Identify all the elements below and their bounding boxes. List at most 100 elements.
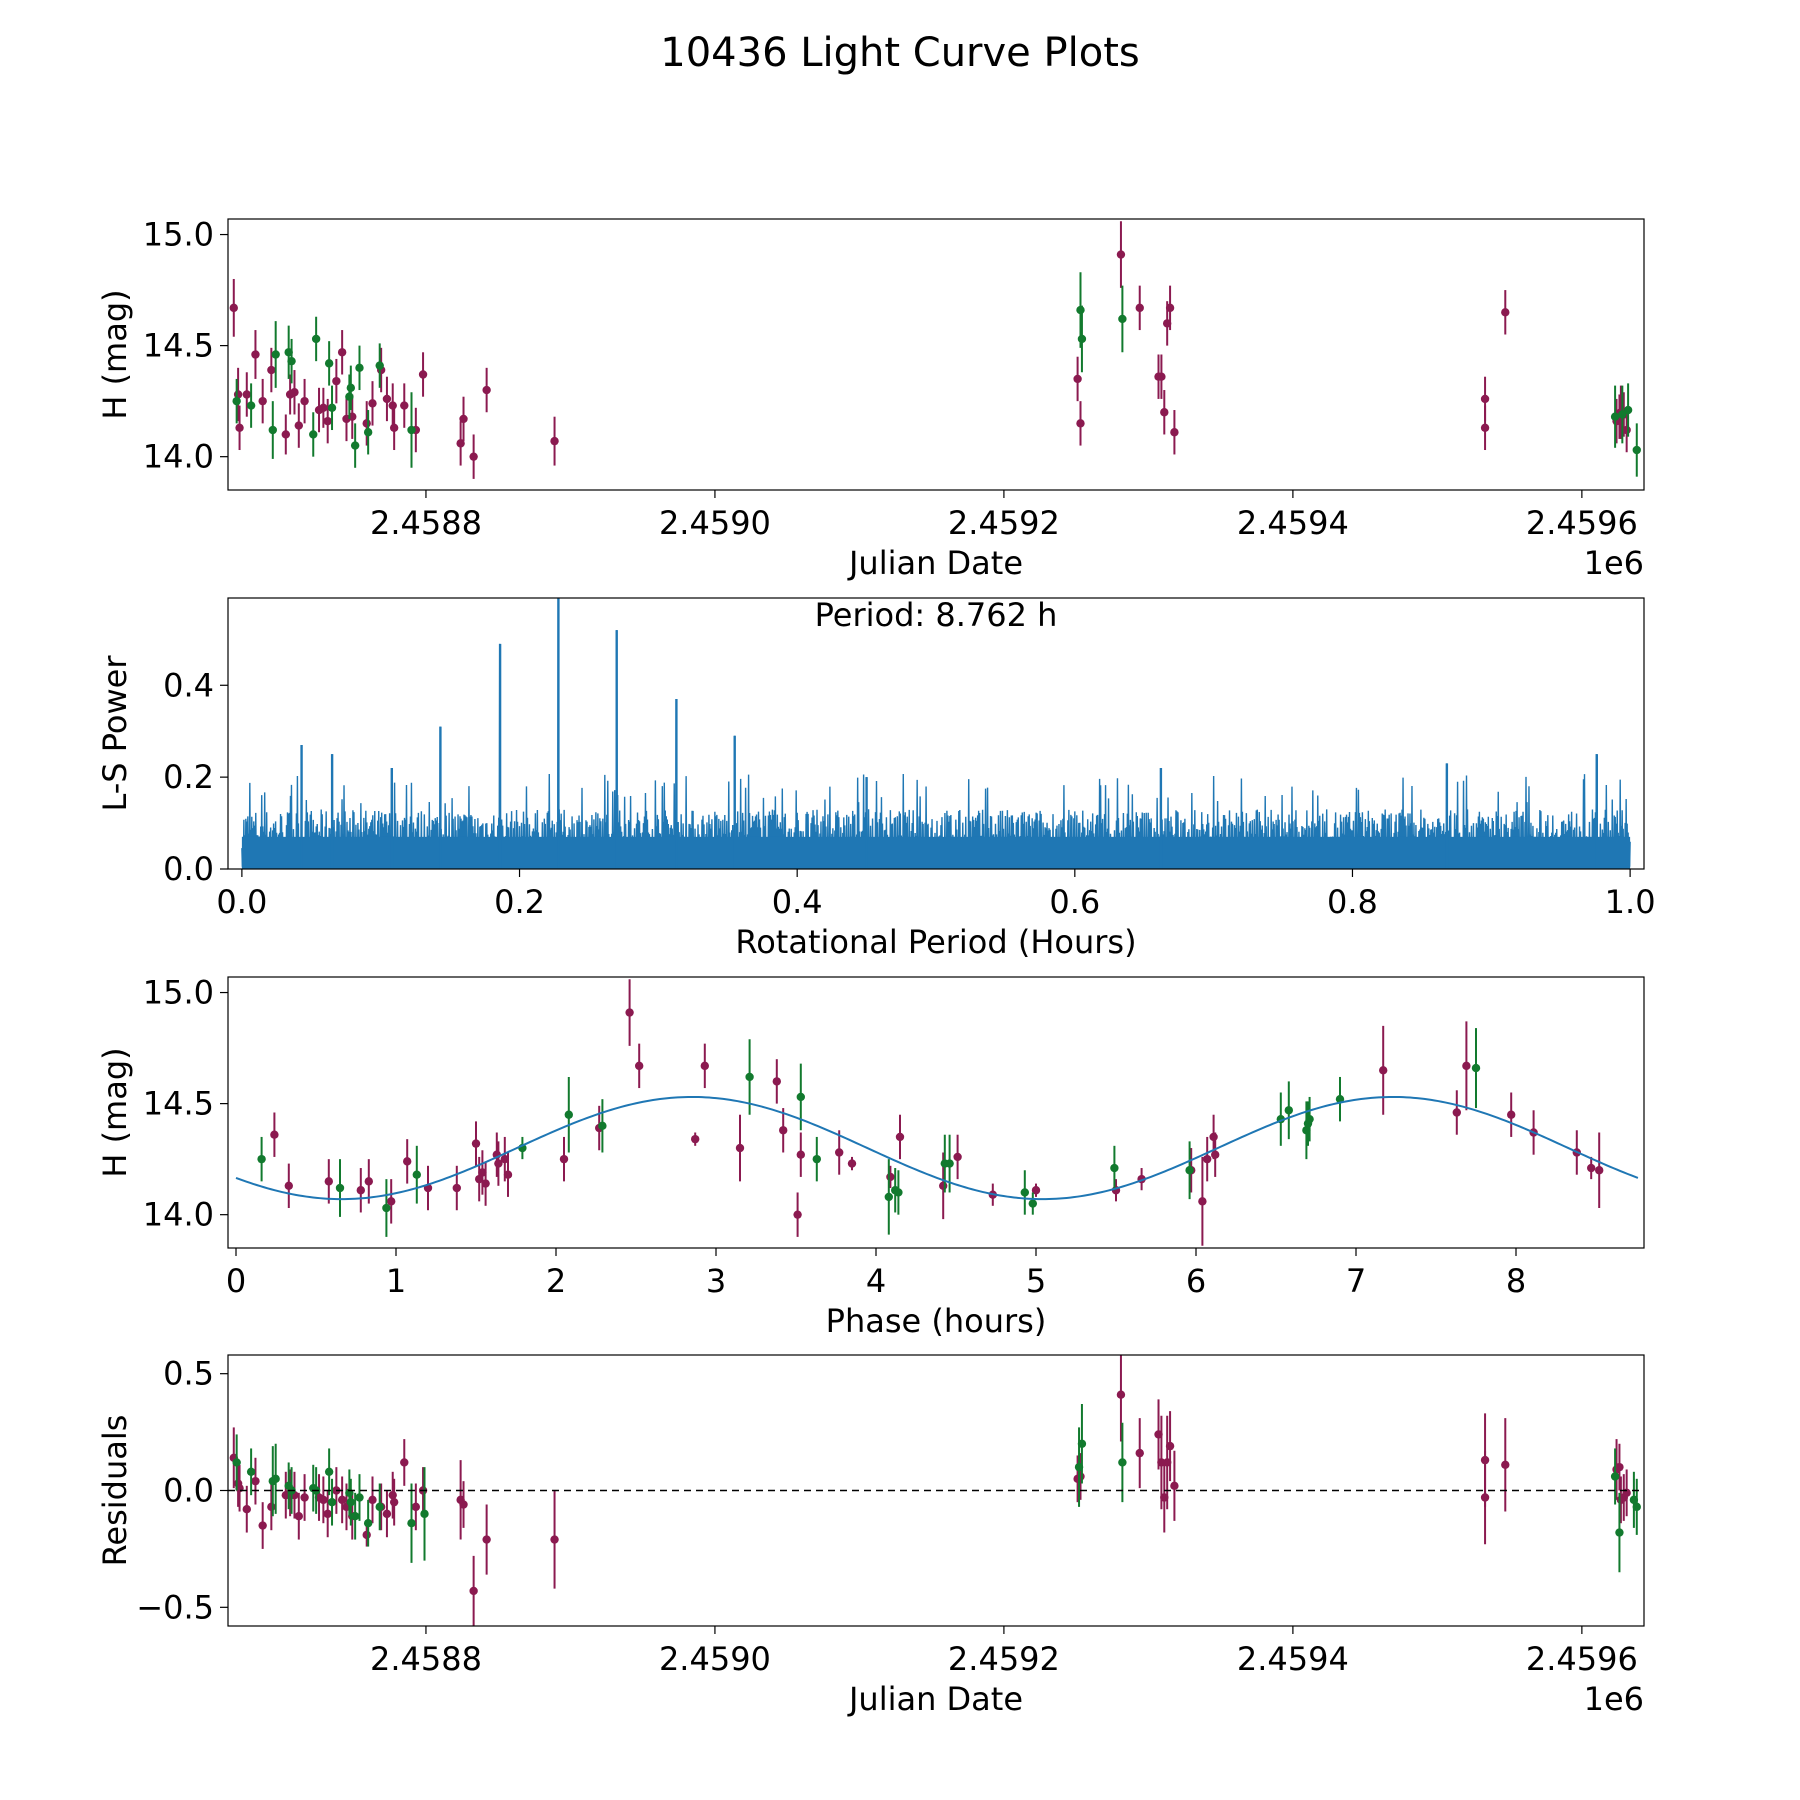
x-tick-label: 0.4: [772, 883, 823, 921]
magenta-data-point: [1076, 419, 1085, 428]
x-tick-label: 0.6: [1049, 883, 1100, 921]
magenta-data-point: [382, 394, 392, 404]
magenta-data-point: [242, 1504, 251, 1514]
magenta-data-point: [337, 1495, 347, 1505]
lightcurve-ylabel: H (mag): [96, 289, 134, 419]
magenta-data-point: [251, 1476, 260, 1486]
y-tick-label: 14.0: [143, 438, 214, 476]
green-data-point: [1118, 1458, 1127, 1467]
residuals-xlabel: Julian Date: [847, 1680, 1023, 1718]
x-tick-label: 6: [1186, 1262, 1206, 1300]
green-data-point: [287, 356, 296, 366]
green-series: [232, 1404, 1641, 1573]
green-data-point: [412, 1170, 421, 1179]
residuals-ticks: 2.4588 2.4590 2.4592 2.4594 2.4596 −0.5 0.0 0.5: [136, 1355, 1638, 1678]
magenta-data-point: [500, 1154, 509, 1164]
x-tick-label: 2: [546, 1262, 566, 1300]
magenta-data-point: [235, 423, 244, 433]
magenta-data-point: [1622, 425, 1631, 435]
periodogram-plot-area: [241, 598, 1631, 869]
x-tick-label: 1.0: [1605, 883, 1656, 921]
x-tick-label: 2.4594: [1237, 504, 1349, 542]
magenta-data-point: [1116, 250, 1126, 259]
green-data-point: [1028, 1199, 1038, 1208]
periodogram-dense-band: [241, 836, 1631, 869]
x-tick-label: 2.4592: [948, 1640, 1060, 1678]
magenta-data-point: [1480, 394, 1490, 404]
y-tick-label: 14.5: [143, 327, 214, 365]
green-data-point: [375, 1502, 384, 1512]
green-data-point: [1305, 1114, 1314, 1124]
magenta-data-point: [332, 376, 341, 386]
y-tick-label: −0.5: [136, 1588, 214, 1626]
magenta-data-point: [481, 1179, 490, 1188]
green-data-point: [363, 428, 373, 437]
green-data-point: [1610, 1472, 1620, 1481]
magenta-data-point: [319, 403, 328, 413]
green-data-point: [1020, 1188, 1029, 1197]
magenta-data-point: [1587, 1163, 1596, 1173]
magenta-data-point: [700, 1061, 709, 1071]
residuals-ylabel: Residuals: [96, 1415, 134, 1567]
figure-title: 10436 Light Curve Plots: [660, 30, 1139, 76]
green-data-point: [246, 1467, 256, 1477]
residuals-plot-area: [228, 1355, 1644, 1626]
magenta-data-point: [388, 401, 397, 410]
green-data-point: [812, 1154, 821, 1164]
magenta-data-point: [356, 1186, 365, 1195]
magenta-data-point: [478, 1168, 487, 1177]
residuals-panel: 2.4588 2.4590 2.4592 2.4594 2.4596 −0.5 0.0 0.5…: [96, 1354, 1645, 1718]
magenta-data-point: [550, 1535, 559, 1544]
green-data-point: [1618, 410, 1627, 419]
periodogram-xlabel: Rotational Period (Hours): [735, 923, 1136, 961]
magenta-data-point: [418, 370, 428, 379]
x-tick-label: 0: [226, 1262, 246, 1300]
magenta-data-point: [482, 385, 491, 395]
magenta-data-point: [1507, 1110, 1516, 1119]
y-tick-label: 0.0: [163, 850, 214, 888]
magenta-data-point: [258, 1521, 267, 1530]
green-data-point: [1118, 314, 1127, 324]
magenta-data-point: [779, 1126, 788, 1135]
green-data-point: [350, 1511, 360, 1521]
magenta-data-point: [294, 1511, 303, 1521]
x-tick-label: 2.4596: [1526, 504, 1638, 542]
magenta-data-point: [1203, 1154, 1212, 1164]
magenta-data-point: [475, 1174, 484, 1184]
x-tick-label: 2.4590: [659, 1640, 771, 1678]
phased-xlabel: Phase (hours): [826, 1302, 1047, 1340]
magenta-data-point: [300, 396, 309, 406]
magenta-data-point: [1073, 374, 1082, 384]
magenta-data-point: [459, 414, 468, 424]
magenta-data-point: [1031, 1186, 1041, 1195]
magenta-data-point: [324, 1177, 333, 1186]
magenta-data-point: [886, 1172, 895, 1182]
x-tick-label: 2.4594: [1237, 1640, 1349, 1678]
green-data-point: [363, 1519, 373, 1528]
magenta-data-point: [362, 1530, 371, 1540]
green-data-point: [745, 1072, 754, 1082]
magenta-data-point: [270, 1130, 279, 1139]
magenta-data-point: [1076, 1472, 1085, 1481]
magenta-data-point: [469, 1586, 478, 1596]
magenta-data-point: [1480, 1493, 1490, 1502]
lightcurve-x-offset-label: 1e6: [1584, 544, 1644, 582]
x-tick-label: 2.4590: [659, 504, 771, 542]
magenta-data-point: [267, 365, 276, 375]
green-data-point: [346, 383, 356, 393]
magenta-data-point: [1170, 428, 1179, 437]
magenta-data-point: [368, 399, 377, 408]
y-tick-label: 15.0: [143, 974, 214, 1012]
magenta-data-point: [772, 1077, 781, 1086]
lightcurve-axes-frame: [227, 218, 1645, 491]
y-tick-label: 0.4: [163, 666, 214, 704]
magenta-data-point: [939, 1181, 948, 1191]
magenta-data-point: [382, 1509, 392, 1519]
green-data-point: [271, 350, 280, 359]
magenta-data-point: [400, 1458, 409, 1467]
magenta-data-point: [1452, 1108, 1462, 1117]
magenta-data-point: [319, 1495, 328, 1505]
x-tick-label: 3: [706, 1262, 726, 1300]
model-fit-curve: [235, 1095, 1639, 1201]
magenta-data-point: [388, 1490, 397, 1500]
